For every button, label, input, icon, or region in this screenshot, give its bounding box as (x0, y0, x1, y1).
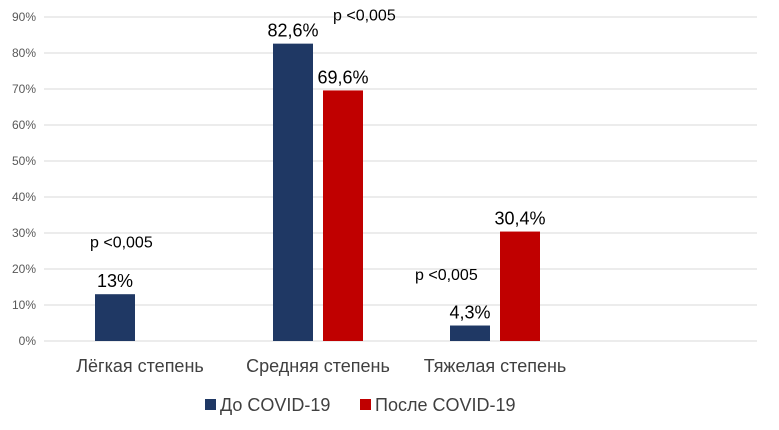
y-tick-label: 10% (12, 298, 36, 312)
y-tick-label: 0% (19, 334, 37, 348)
x-axis-categories: Лёгкая степень Средняя степень Тяжелая сте… (76, 356, 566, 376)
y-tick-label: 30% (12, 226, 36, 240)
bar (95, 294, 135, 341)
y-tick-label: 20% (12, 262, 36, 276)
bars (95, 43, 540, 341)
x-category-label: Лёгкая степень (76, 356, 204, 376)
bar (450, 325, 490, 341)
legend: До COVID-19 После COVID-19 (205, 395, 515, 415)
p-value-annotation: p <0,005 (333, 8, 396, 25)
legend-swatch (360, 399, 371, 410)
legend-swatch (205, 399, 216, 410)
y-tick-label: 80% (12, 46, 36, 60)
y-tick-label: 50% (12, 154, 36, 168)
bar (323, 90, 363, 341)
bar (500, 231, 540, 341)
y-axis-ticks: 0% 10% 20% 30% 40% 50% 60% 70% 80% 90% (12, 10, 36, 348)
annotations: p <0,005 p <0,005 p <0,005 (90, 8, 478, 284)
legend-label: После COVID-19 (375, 395, 515, 415)
legend-label: До COVID-19 (220, 395, 330, 415)
bar (273, 43, 313, 341)
gridlines (44, 16, 757, 342)
data-labels: 13% 82,6% 4,3% 69,6% 30,4% (97, 21, 546, 323)
data-label: 82,6% (267, 21, 318, 41)
y-tick-label: 90% (12, 10, 36, 24)
y-tick-label: 60% (12, 118, 36, 132)
data-label: 30,4% (494, 209, 545, 229)
y-tick-label: 70% (12, 82, 36, 96)
p-value-annotation: p <0,005 (415, 267, 478, 284)
data-label: 4,3% (449, 303, 490, 323)
y-tick-label: 40% (12, 190, 36, 204)
x-category-label: Тяжелая степень (424, 356, 567, 376)
data-label: 69,6% (317, 67, 368, 87)
data-label: 13% (97, 271, 133, 291)
x-category-label: Средняя степень (246, 356, 390, 376)
p-value-annotation: p <0,005 (90, 234, 153, 251)
